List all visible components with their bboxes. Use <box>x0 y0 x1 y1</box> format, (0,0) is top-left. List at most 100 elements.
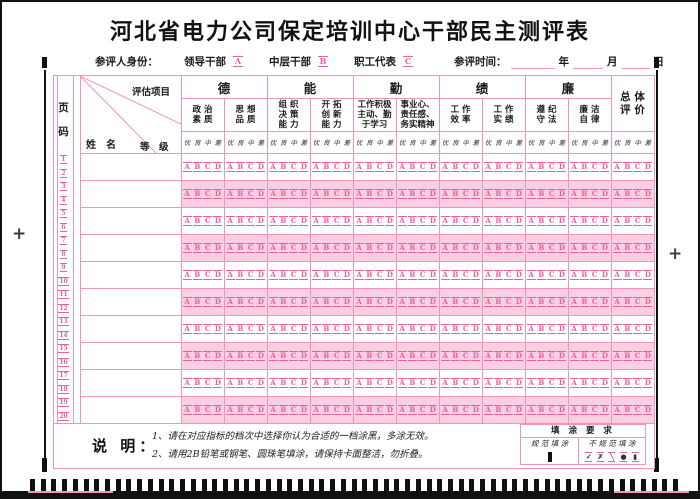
bubble-A[interactable]: A <box>354 404 364 415</box>
bubble-C[interactable]: C <box>590 161 600 172</box>
bubble-D[interactable]: D <box>643 296 653 307</box>
bubble-C[interactable]: C <box>246 404 256 415</box>
bubble-A[interactable]: A <box>483 242 493 253</box>
bubble-C[interactable]: C <box>289 323 299 334</box>
bubble-C[interactable]: C <box>418 161 428 172</box>
bubble-D[interactable]: D <box>342 404 352 415</box>
bubble-C[interactable]: C <box>418 242 428 253</box>
bubble-B[interactable]: B <box>278 188 288 199</box>
bubble-B[interactable]: B <box>536 242 546 253</box>
bubble-C[interactable]: C <box>332 404 342 415</box>
bubble-D[interactable]: D <box>342 350 352 361</box>
bubble-A[interactable]: A <box>311 188 321 199</box>
bubble-B[interactable]: B <box>278 350 288 361</box>
bubble-D[interactable]: D <box>514 296 524 307</box>
bubble-B[interactable]: B <box>493 323 503 334</box>
bubble-C[interactable]: C <box>332 215 342 226</box>
bubble-A[interactable]: A <box>182 242 192 253</box>
bubble-A[interactable]: A <box>311 350 321 361</box>
bubble-C[interactable]: C <box>418 323 428 334</box>
bubble-D[interactable]: D <box>471 215 481 226</box>
bubble-D[interactable]: D <box>428 350 438 361</box>
bubble-B[interactable]: B <box>192 242 202 253</box>
bubble-A[interactable]: A <box>440 350 450 361</box>
bubble-D[interactable]: D <box>471 323 481 334</box>
bubble-C[interactable]: C <box>461 323 471 334</box>
bubble-B[interactable]: B <box>192 377 202 388</box>
bubble-A[interactable]: A <box>225 161 235 172</box>
bubble-B[interactable]: B <box>321 377 331 388</box>
bubble-D[interactable]: D <box>643 215 653 226</box>
bubble-D[interactable]: D <box>514 242 524 253</box>
bubble-B[interactable]: B <box>407 404 417 415</box>
bubble-C[interactable]: C <box>246 323 256 334</box>
bubble-B[interactable]: B <box>278 323 288 334</box>
bubble-D[interactable]: D <box>471 269 481 280</box>
bubble-B[interactable]: B <box>450 296 460 307</box>
bubble-D[interactable]: D <box>428 269 438 280</box>
bubble-D[interactable]: D <box>600 161 610 172</box>
bubble-A[interactable]: A <box>569 296 579 307</box>
bubble-B[interactable]: B <box>450 377 460 388</box>
bubble-A[interactable]: A <box>311 404 321 415</box>
bubble-B[interactable]: B <box>364 377 374 388</box>
bubble-A[interactable]: A <box>569 350 579 361</box>
bubble-C[interactable]: C <box>403 56 413 67</box>
bubble-C[interactable]: C <box>590 188 600 199</box>
bubble-C[interactable]: C <box>375 269 385 280</box>
bubble-A[interactable]: A <box>440 161 450 172</box>
bubble-C[interactable]: C <box>547 215 557 226</box>
bubble-A[interactable]: A <box>440 296 450 307</box>
bubble-C[interactable]: C <box>590 404 600 415</box>
bubble-B[interactable]: B <box>579 188 589 199</box>
bubble-B[interactable]: B <box>192 296 202 307</box>
bubble-C[interactable]: C <box>418 188 428 199</box>
bubble-D[interactable]: D <box>256 161 266 172</box>
bubble-B[interactable]: B <box>536 188 546 199</box>
bubble-B[interactable]: B <box>579 350 589 361</box>
bubble-A[interactable]: A <box>612 404 622 415</box>
bubble-B[interactable]: B <box>407 296 417 307</box>
bubble-A[interactable]: A <box>612 350 622 361</box>
bubble-A[interactable]: A <box>526 296 536 307</box>
bubble-C[interactable]: C <box>504 377 514 388</box>
bubble-B[interactable]: B <box>235 404 245 415</box>
bubble-B[interactable]: B <box>235 215 245 226</box>
bubble-C[interactable]: C <box>547 323 557 334</box>
bubble-D[interactable]: D <box>256 215 266 226</box>
bubble-C[interactable]: C <box>461 161 471 172</box>
bubble-A[interactable]: A <box>569 188 579 199</box>
bubble-D[interactable]: D <box>514 188 524 199</box>
bubble-C[interactable]: C <box>547 404 557 415</box>
bubble-B[interactable]: B <box>278 296 288 307</box>
bubble-B[interactable]: B <box>192 323 202 334</box>
name-cell[interactable] <box>80 369 181 396</box>
bubble-B[interactable]: B <box>536 323 546 334</box>
bubble-C[interactable]: C <box>418 215 428 226</box>
bubble-C[interactable]: C <box>289 269 299 280</box>
bubble-D[interactable]: D <box>600 269 610 280</box>
bubble-B[interactable]: B <box>579 161 589 172</box>
bubble-A[interactable]: A <box>268 215 278 226</box>
bubble-C[interactable]: C <box>289 161 299 172</box>
bubble-C[interactable]: C <box>332 161 342 172</box>
bubble-C[interactable]: C <box>375 161 385 172</box>
bubble-D[interactable]: D <box>213 188 223 199</box>
bubble-C[interactable]: C <box>547 350 557 361</box>
bubble-A[interactable]: A <box>612 323 622 334</box>
bubble-B[interactable]: B <box>364 242 374 253</box>
name-cell[interactable] <box>80 261 181 288</box>
bubble-C[interactable]: C <box>289 350 299 361</box>
bubble-D[interactable]: D <box>600 296 610 307</box>
bubble-D[interactable]: D <box>299 404 309 415</box>
name-cell[interactable] <box>80 234 181 261</box>
bubble-A[interactable]: A <box>225 296 235 307</box>
bubble-C[interactable]: C <box>461 188 471 199</box>
bubble-D[interactable]: D <box>213 350 223 361</box>
bubble-C[interactable]: C <box>375 350 385 361</box>
bubble-D[interactable]: D <box>557 269 567 280</box>
bubble-D[interactable]: D <box>299 161 309 172</box>
bubble-A[interactable]: A <box>268 377 278 388</box>
eval-time-blank-1[interactable] <box>573 56 603 69</box>
bubble-A[interactable]: A <box>182 188 192 199</box>
